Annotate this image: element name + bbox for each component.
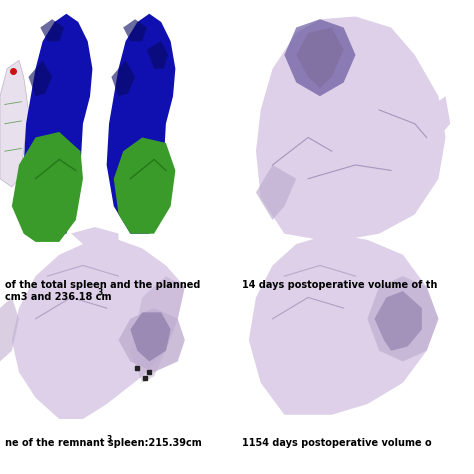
Polygon shape	[111, 61, 135, 96]
Polygon shape	[12, 240, 185, 419]
Text: of the total spleen and the planned: of the total spleen and the planned	[5, 280, 200, 290]
Polygon shape	[0, 61, 28, 187]
Polygon shape	[427, 96, 450, 137]
Polygon shape	[130, 276, 185, 383]
Polygon shape	[28, 61, 52, 96]
Polygon shape	[12, 132, 83, 242]
Polygon shape	[256, 17, 446, 242]
Text: ne of the remnant spleen:215.39cm: ne of the remnant spleen:215.39cm	[5, 438, 201, 448]
Polygon shape	[123, 19, 147, 41]
Polygon shape	[367, 276, 438, 361]
Polygon shape	[296, 27, 344, 88]
Text: 3: 3	[97, 288, 102, 297]
Polygon shape	[0, 298, 19, 361]
Text: 3: 3	[106, 435, 111, 444]
Text: 1154 days postoperative volume o: 1154 days postoperative volume o	[242, 438, 431, 448]
Text: 14 days postoperative volume of th: 14 days postoperative volume of th	[242, 280, 437, 290]
Polygon shape	[284, 19, 356, 96]
Polygon shape	[147, 41, 168, 69]
Polygon shape	[71, 227, 118, 244]
Polygon shape	[118, 308, 185, 372]
Polygon shape	[256, 165, 296, 220]
Polygon shape	[374, 291, 422, 351]
Polygon shape	[130, 312, 171, 361]
Polygon shape	[249, 234, 438, 415]
Polygon shape	[40, 19, 64, 41]
Polygon shape	[24, 14, 92, 234]
Text: cm3 and 236.18 cm: cm3 and 236.18 cm	[5, 292, 111, 301]
Polygon shape	[107, 14, 175, 234]
Polygon shape	[114, 137, 175, 234]
